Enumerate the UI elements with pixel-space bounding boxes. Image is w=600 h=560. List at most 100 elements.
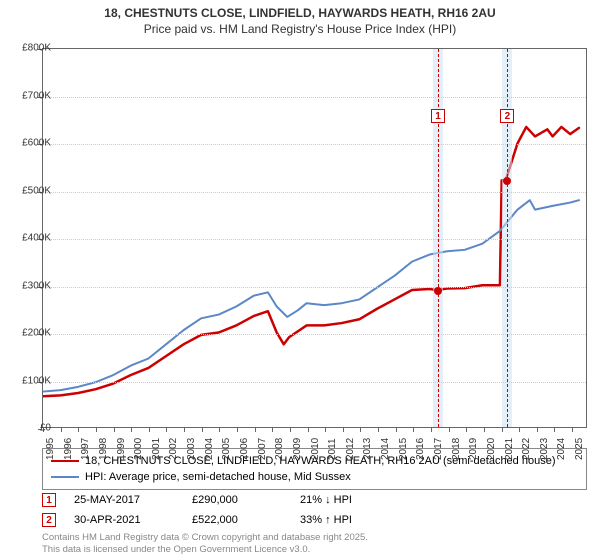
y-axis-label: £600K bbox=[22, 138, 51, 149]
x-tick bbox=[272, 428, 273, 432]
x-tick bbox=[166, 428, 167, 432]
sale-marker-dot bbox=[434, 287, 442, 295]
x-tick bbox=[554, 428, 555, 432]
x-tick bbox=[396, 428, 397, 432]
x-tick bbox=[290, 428, 291, 432]
y-axis-label: £800K bbox=[22, 43, 51, 54]
x-axis-label: 2005 bbox=[221, 438, 232, 460]
legend-swatch bbox=[51, 460, 79, 462]
x-axis-label: 2020 bbox=[486, 438, 497, 460]
legend-label: HPI: Average price, semi-detached house,… bbox=[85, 471, 351, 483]
legend-item: HPI: Average price, semi-detached house,… bbox=[51, 469, 578, 485]
x-axis-label: 2004 bbox=[204, 438, 215, 460]
gridline bbox=[43, 144, 586, 145]
footer-line1: Contains HM Land Registry data © Crown c… bbox=[42, 532, 368, 544]
x-axis-label: 2013 bbox=[362, 438, 373, 460]
sale-price: £522,000 bbox=[192, 514, 282, 526]
y-axis-label: £500K bbox=[22, 185, 51, 196]
sale-marker-icon: 1 bbox=[42, 493, 56, 507]
sale-marker-line bbox=[438, 49, 439, 427]
x-tick bbox=[502, 428, 503, 432]
legend-swatch bbox=[51, 476, 79, 478]
x-tick bbox=[184, 428, 185, 432]
title-line1: 18, CHESTNUTS CLOSE, LINDFIELD, HAYWARDS… bbox=[10, 6, 590, 20]
title-block: 18, CHESTNUTS CLOSE, LINDFIELD, HAYWARDS… bbox=[0, 0, 600, 38]
x-axis-label: 2023 bbox=[539, 438, 550, 460]
sale-diff: 33% ↑ HPI bbox=[300, 514, 390, 526]
x-axis-label: 1998 bbox=[98, 438, 109, 460]
x-axis-label: 2017 bbox=[433, 438, 444, 460]
y-axis-label: £100K bbox=[22, 375, 51, 386]
x-axis-label: 2009 bbox=[292, 438, 303, 460]
x-tick bbox=[431, 428, 432, 432]
gridline bbox=[43, 334, 586, 335]
x-tick bbox=[61, 428, 62, 432]
y-axis-label: £0 bbox=[40, 423, 51, 434]
x-axis-label: 2007 bbox=[257, 438, 268, 460]
x-tick bbox=[360, 428, 361, 432]
x-tick bbox=[219, 428, 220, 432]
x-axis-label: 2001 bbox=[151, 438, 162, 460]
x-tick bbox=[449, 428, 450, 432]
gridline bbox=[43, 239, 586, 240]
sale-row: 2 30-APR-2021 £522,000 33% ↑ HPI bbox=[42, 510, 390, 530]
x-axis-label: 2008 bbox=[274, 438, 285, 460]
x-axis-label: 2002 bbox=[168, 438, 179, 460]
y-axis-label: £400K bbox=[22, 233, 51, 244]
x-tick bbox=[78, 428, 79, 432]
x-axis-label: 2015 bbox=[398, 438, 409, 460]
sale-marker-label: 2 bbox=[500, 109, 514, 123]
x-tick bbox=[237, 428, 238, 432]
x-tick bbox=[325, 428, 326, 432]
sale-marker-label: 1 bbox=[431, 109, 445, 123]
x-tick bbox=[308, 428, 309, 432]
x-axis-label: 2010 bbox=[310, 438, 321, 460]
x-axis-label: 1997 bbox=[80, 438, 91, 460]
x-axis-label: 2022 bbox=[521, 438, 532, 460]
sales-table: 1 25-MAY-2017 £290,000 21% ↓ HPI 2 30-APR-202… bbox=[42, 490, 390, 530]
x-axis-label: 2012 bbox=[345, 438, 356, 460]
x-axis-label: 2021 bbox=[504, 438, 515, 460]
gridline bbox=[43, 287, 586, 288]
x-axis-label: 2014 bbox=[380, 438, 391, 460]
sale-diff: 21% ↓ HPI bbox=[300, 494, 390, 506]
x-tick bbox=[131, 428, 132, 432]
x-tick bbox=[572, 428, 573, 432]
sale-date: 25-MAY-2017 bbox=[74, 494, 174, 506]
series-price_paid bbox=[43, 127, 579, 396]
title-line2: Price paid vs. HM Land Registry's House … bbox=[10, 22, 590, 36]
x-axis-label: 2011 bbox=[327, 438, 338, 460]
chart-plot-area: 12 bbox=[42, 48, 587, 428]
footer-line2: This data is licensed under the Open Gov… bbox=[42, 544, 368, 556]
x-axis-label: 2019 bbox=[468, 438, 479, 460]
x-tick bbox=[202, 428, 203, 432]
x-tick bbox=[519, 428, 520, 432]
x-axis-label: 2018 bbox=[451, 438, 462, 460]
x-tick bbox=[413, 428, 414, 432]
sale-marker-icon: 2 bbox=[42, 513, 56, 527]
x-axis-label: 2006 bbox=[239, 438, 250, 460]
x-tick bbox=[537, 428, 538, 432]
y-axis-label: £200K bbox=[22, 328, 51, 339]
x-tick bbox=[378, 428, 379, 432]
x-tick bbox=[114, 428, 115, 432]
y-axis-label: £300K bbox=[22, 280, 51, 291]
y-axis-label: £700K bbox=[22, 90, 51, 101]
gridline bbox=[43, 382, 586, 383]
sale-marker-dot bbox=[503, 177, 511, 185]
x-tick bbox=[343, 428, 344, 432]
sale-marker-line bbox=[507, 49, 508, 427]
x-tick bbox=[484, 428, 485, 432]
attribution-footer: Contains HM Land Registry data © Crown c… bbox=[42, 532, 368, 556]
x-tick bbox=[96, 428, 97, 432]
x-axis-label: 2000 bbox=[133, 438, 144, 460]
x-axis-label: 1999 bbox=[116, 438, 127, 460]
series-hpi bbox=[43, 200, 579, 391]
x-axis-label: 2024 bbox=[556, 438, 567, 460]
x-axis-label: 2025 bbox=[574, 438, 585, 460]
gridline bbox=[43, 192, 586, 193]
sale-price: £290,000 bbox=[192, 494, 282, 506]
chart-container: 18, CHESTNUTS CLOSE, LINDFIELD, HAYWARDS… bbox=[0, 0, 600, 560]
x-tick bbox=[149, 428, 150, 432]
sale-date: 30-APR-2021 bbox=[74, 514, 174, 526]
